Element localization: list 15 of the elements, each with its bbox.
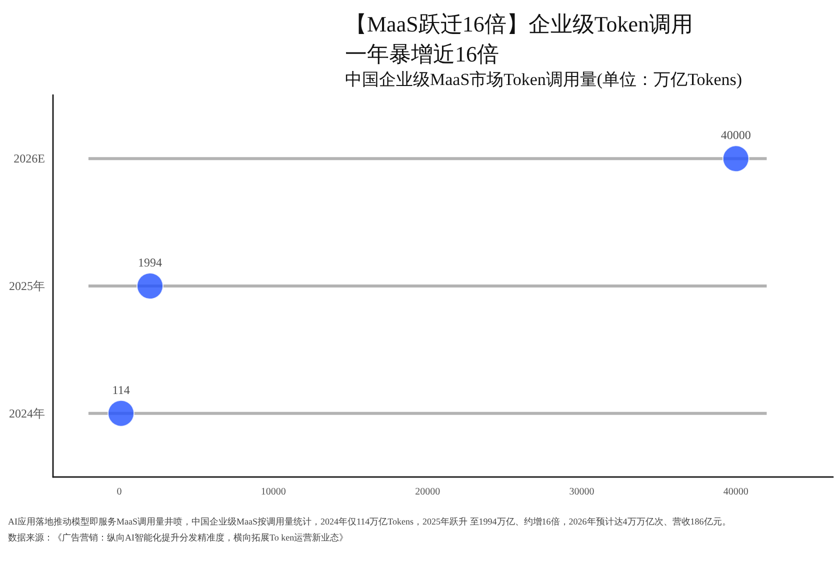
source-note: 数据来源：《广告营销：纵向AI智能化提升分发精准度，横向拓展To ken运营新业态》 <box>8 532 348 542</box>
chart-subtitle: 中国企业级MaaS市场Token调用量(单位：万亿Tokens) <box>345 70 742 89</box>
data-label: 1994 <box>138 256 162 270</box>
data-label: 114 <box>112 382 130 397</box>
data-label: 40000 <box>720 128 751 142</box>
x-tick-label: 0 <box>116 486 122 498</box>
chart-title: 【MaaS跃迁16倍】企业级Token调用一年暴增近16倍 <box>345 12 693 66</box>
x-tick-label: 10000 <box>260 486 286 498</box>
x-tick-label: 40000 <box>723 486 748 498</box>
text: AI应用落地推动模型即服务MaaS调用量井喷，中国企业级MaaS按调用量统计，2024年仅114万亿Tokens，2025年跃升 至1994万亿、约增16倍，2026年预计达4万万亿次、营收186亿元。 <box>8 516 731 526</box>
y-tick-label: 2025年 <box>9 279 45 293</box>
x-tick-label: 30000 <box>569 486 594 498</box>
x-tick-label: 20000 <box>415 486 440 498</box>
y-tick-label: 2026E <box>14 152 45 166</box>
y-tick-label: 2024年 <box>9 406 45 420</box>
